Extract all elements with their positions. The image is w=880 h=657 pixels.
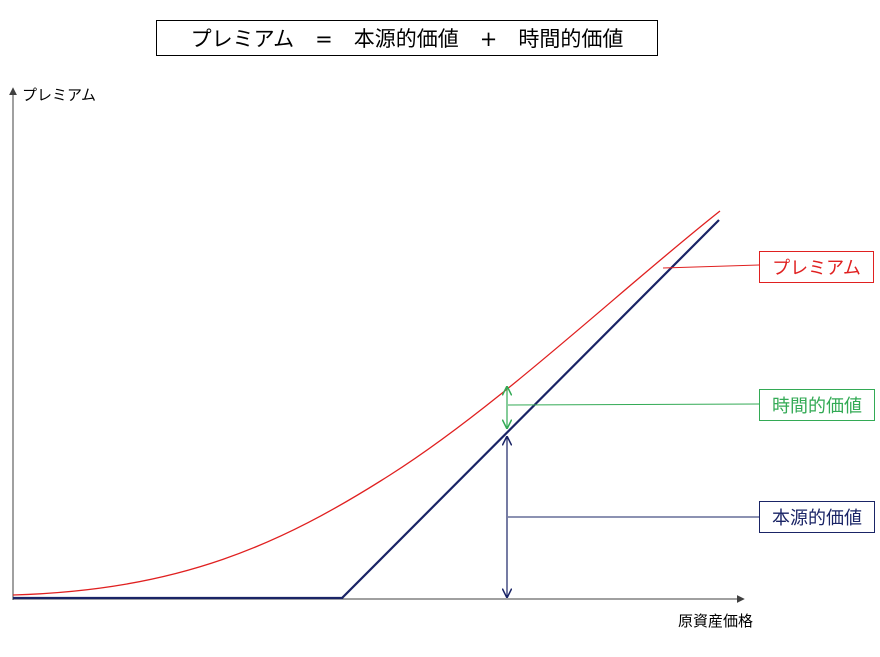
premium-leader-line	[662, 264, 760, 269]
time-value-leader-line	[507, 403, 760, 406]
premium-curve	[12, 210, 721, 596]
formula-title: プレミアム = 本源的価値 + 時間的価値	[156, 20, 658, 56]
legend-premium: プレミアム	[759, 251, 874, 283]
intrinsic-value-line	[13, 219, 720, 600]
legend-intrinsic-value: 本源的価値	[759, 501, 875, 533]
x-axis-label: 原資産価格	[678, 612, 754, 630]
y-axis-label: プレミアム	[22, 86, 96, 104]
legend-time-value: 時間的価値	[759, 389, 875, 421]
